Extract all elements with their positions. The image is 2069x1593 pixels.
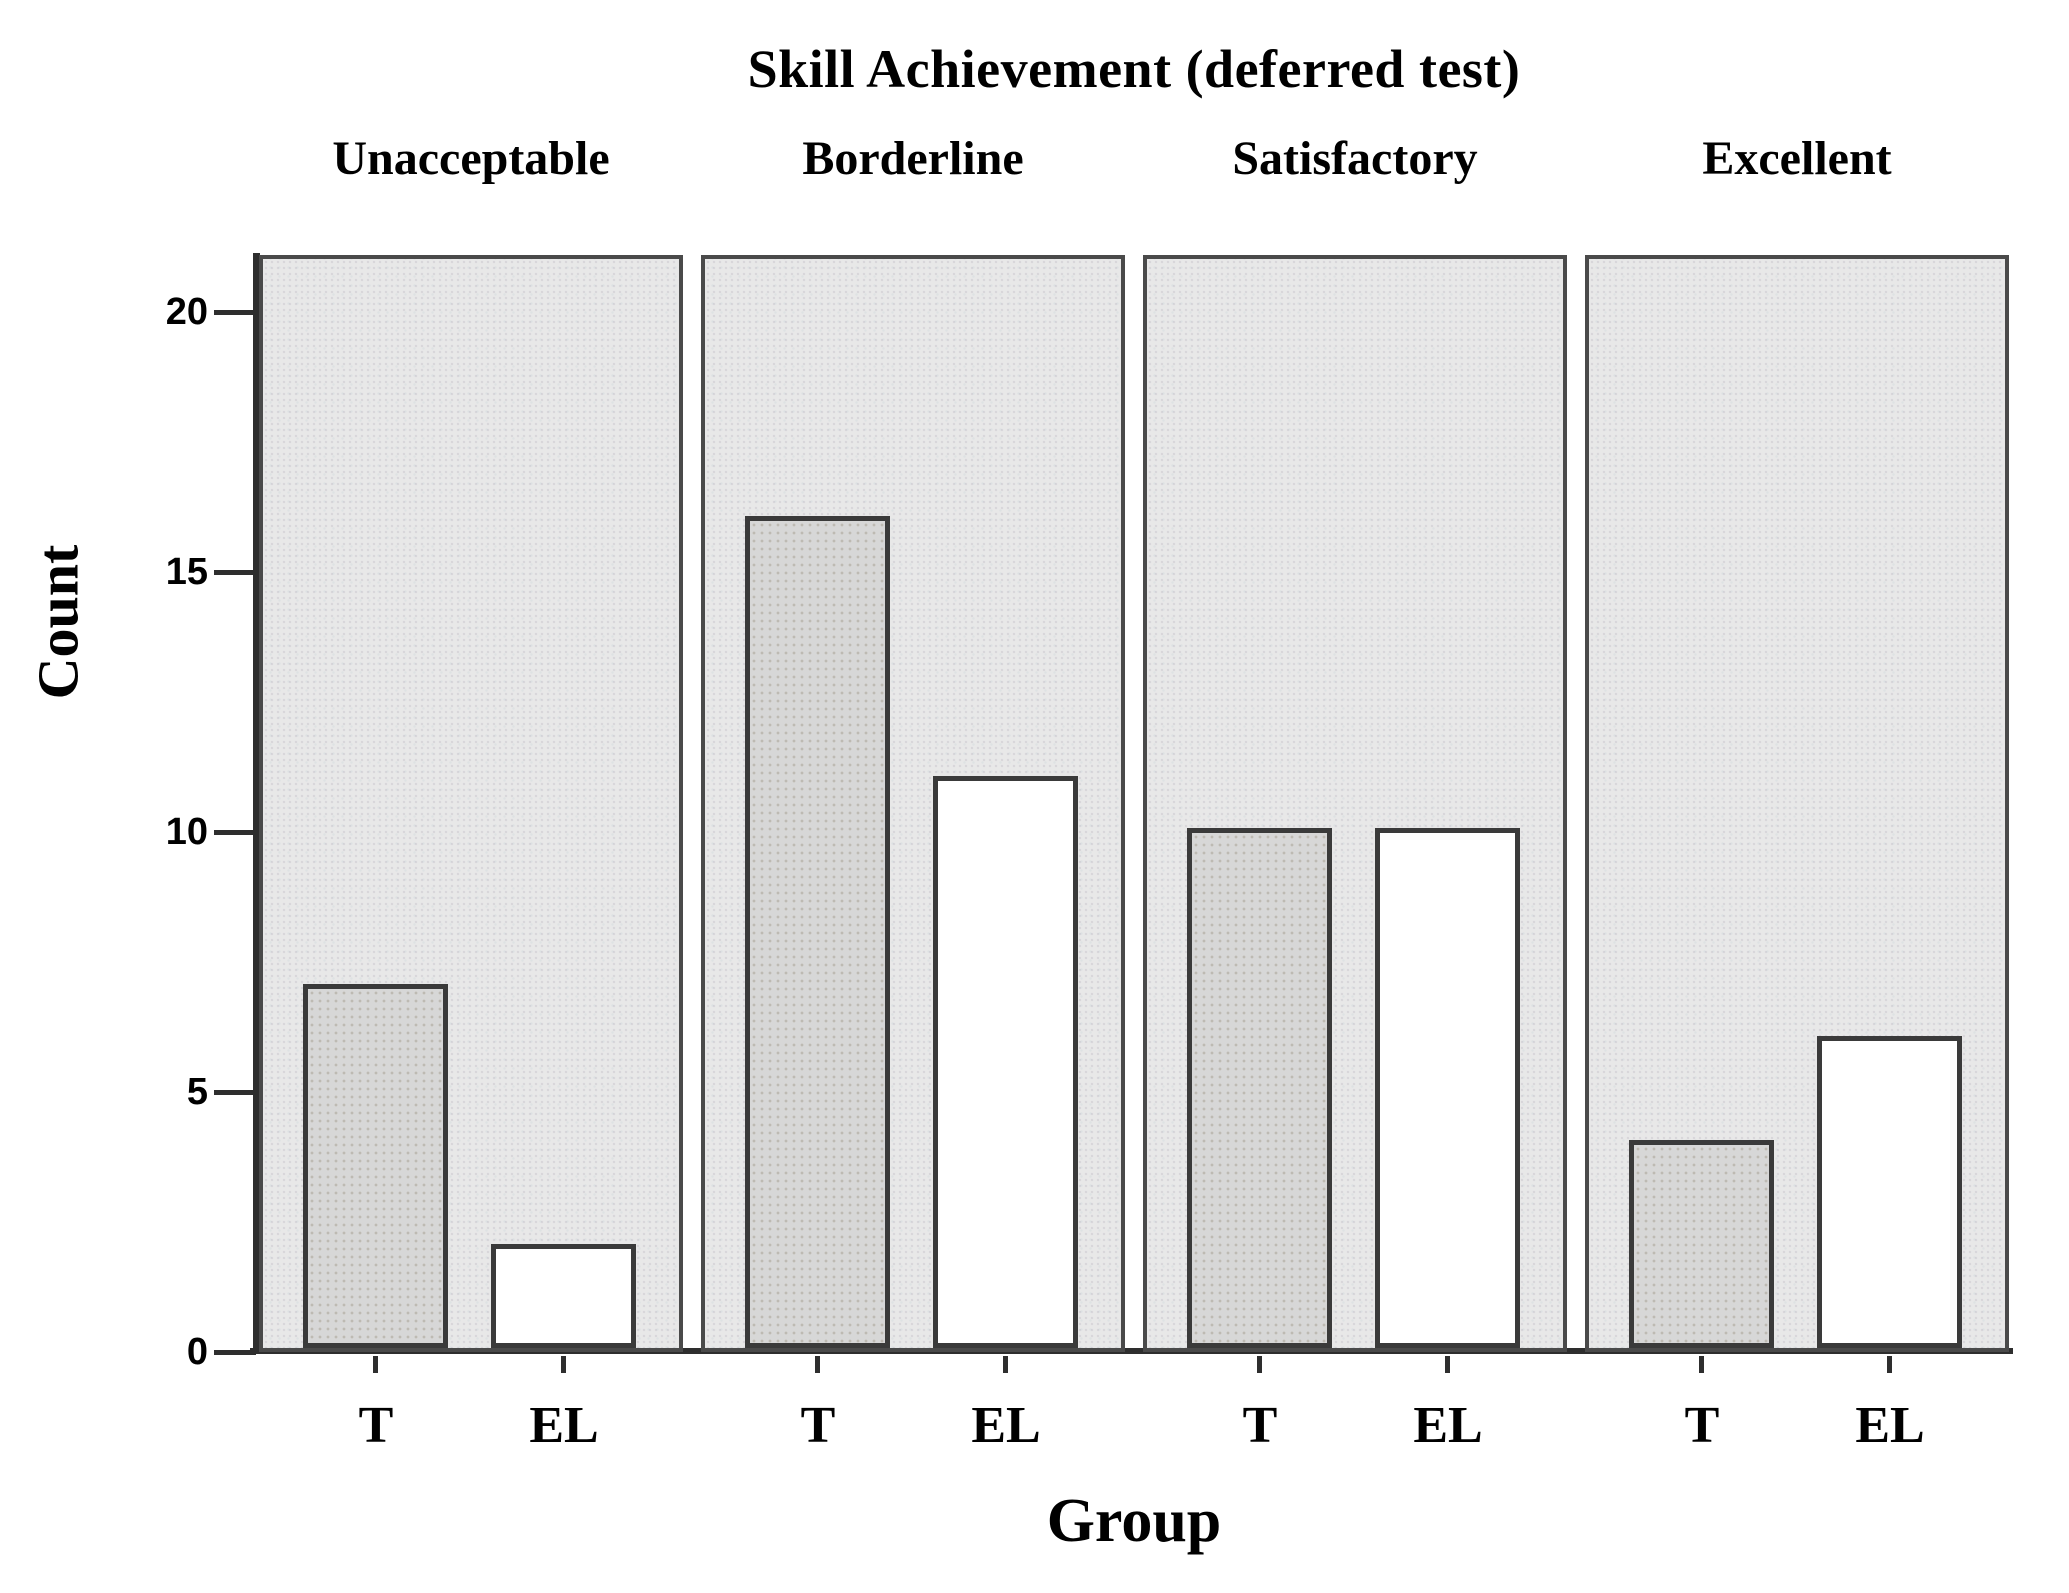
- x-tick-mark-excellent-t: [1699, 1356, 1704, 1373]
- panel-borderline: [701, 255, 1125, 1352]
- panel-header-borderline: Borderline: [802, 132, 1024, 185]
- bar-excellent-el: [1817, 1036, 1962, 1348]
- x-category-label-excellent-el: EL: [1855, 1397, 1925, 1454]
- x-tick-mark-satisfactory-el: [1445, 1356, 1450, 1373]
- y-tick-mark-5: [214, 1090, 256, 1095]
- x-axis-title: Group: [1046, 1487, 1222, 1555]
- bar-unacceptable-t: [303, 984, 448, 1348]
- x-category-label-satisfactory-t: T: [1242, 1397, 1278, 1454]
- panel-excellent: [1585, 255, 2009, 1352]
- x-tick-mark-unacceptable-el: [561, 1356, 566, 1373]
- panel-header-satisfactory: Satisfactory: [1232, 132, 1478, 185]
- x-category-label-unacceptable-el: EL: [529, 1397, 599, 1454]
- y-axis-title: Count: [25, 544, 91, 700]
- y-tick-label-15: 15: [165, 551, 208, 593]
- x-category-label-unacceptable-t: T: [358, 1397, 394, 1454]
- chart-title: Skill Achievement (deferred test): [747, 39, 1521, 99]
- y-axis-line: [253, 253, 260, 1354]
- x-category-label-excellent-t: T: [1684, 1397, 1720, 1454]
- y-tick-label-10: 10: [165, 811, 208, 853]
- x-tick-mark-excellent-el: [1887, 1356, 1892, 1373]
- y-tick-mark-10: [214, 830, 256, 835]
- x-category-label-borderline-t: T: [800, 1397, 836, 1454]
- bar-satisfactory-t: [1187, 828, 1332, 1348]
- panel-header-excellent: Excellent: [1702, 132, 1892, 185]
- x-axis-line: [250, 1348, 2013, 1354]
- y-tick-mark-20: [214, 310, 256, 315]
- y-tick-label-0: 0: [186, 1331, 208, 1373]
- y-tick-mark-15: [214, 570, 256, 575]
- panel-satisfactory: [1143, 255, 1567, 1352]
- bar-excellent-t: [1629, 1140, 1774, 1348]
- panel-unacceptable: [259, 255, 683, 1352]
- x-category-label-satisfactory-el: EL: [1413, 1397, 1483, 1454]
- y-tick-mark-0: [214, 1350, 256, 1355]
- panel-header-unacceptable: Unacceptable: [332, 132, 610, 185]
- bar-unacceptable-el: [491, 1244, 636, 1348]
- y-tick-label-20: 20: [165, 291, 208, 333]
- x-tick-mark-borderline-el: [1003, 1356, 1008, 1373]
- bar-borderline-t: [745, 516, 890, 1348]
- bar-borderline-el: [933, 776, 1078, 1348]
- y-tick-label-5: 5: [186, 1071, 208, 1113]
- x-tick-mark-borderline-t: [815, 1356, 820, 1373]
- x-tick-mark-satisfactory-t: [1257, 1356, 1262, 1373]
- x-category-label-borderline-el: EL: [971, 1397, 1041, 1454]
- x-tick-mark-unacceptable-t: [373, 1356, 378, 1373]
- bar-satisfactory-el: [1375, 828, 1520, 1348]
